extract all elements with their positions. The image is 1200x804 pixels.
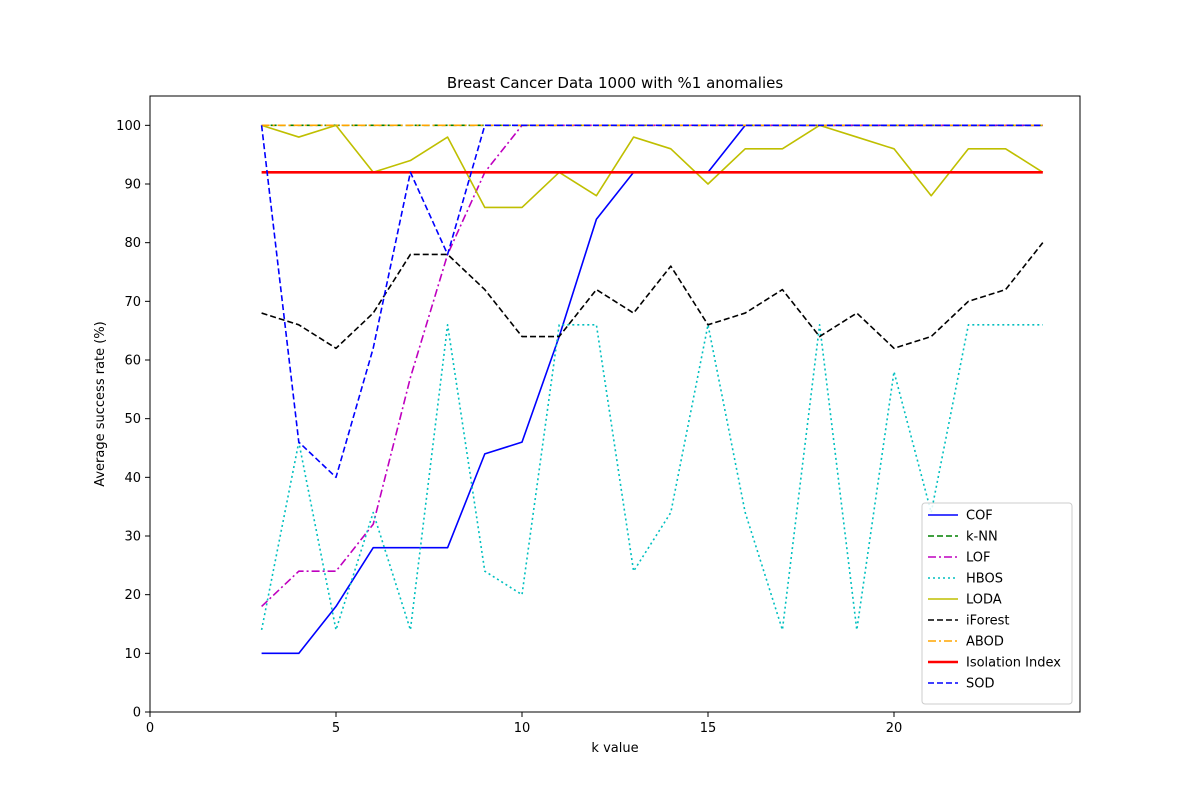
y-tick-label: 90 — [124, 178, 141, 193]
legend-label: COF — [966, 509, 993, 524]
legend-label: LOF — [966, 551, 991, 566]
legend-label: Isolation Index — [966, 656, 1061, 671]
series-line-iforest — [261, 242, 1044, 350]
y-tick-label: 20 — [124, 588, 141, 603]
y-tick-label: 70 — [124, 295, 141, 310]
legend-label: LODA — [966, 593, 1002, 608]
x-tick-label: 20 — [886, 721, 903, 736]
legend: COF k-NN LOF HBOS LODA iForest ABOD Isolation I… — [921, 502, 1073, 705]
y-tick-label: 60 — [124, 354, 141, 369]
axes-layer: 0 5 10 15 20 0 10 20 30 40 50 60 70 80 90 100 — [116, 95, 1081, 736]
series-line-hbos — [260, 323, 1043, 631]
legend-label: SOD — [966, 677, 995, 692]
legend-label: k-NN — [966, 530, 998, 545]
x-tick-label: 0 — [146, 721, 154, 736]
legend-label: HBOS — [966, 572, 1003, 587]
series-line-sod — [260, 124, 1043, 479]
chart-title: Breast Cancer Data 1000 with %1 anomalie… — [447, 74, 784, 92]
y-tick-label: 30 — [124, 530, 141, 545]
y-tick-label: 40 — [124, 471, 141, 486]
series-line-loda — [261, 124, 1044, 209]
legend-label: iForest — [966, 614, 1010, 629]
series-layer — [260, 124, 1044, 655]
x-tick-label: 10 — [514, 721, 531, 736]
y-tick-label: 0 — [133, 706, 141, 721]
plot-frame — [149, 95, 1081, 713]
y-tick-label: 80 — [124, 236, 141, 251]
x-tick-label: 15 — [700, 721, 717, 736]
x-axis-label: k value — [591, 741, 638, 756]
y-axis-label: Average success rate (%) — [93, 321, 108, 487]
legend-box — [921, 502, 1073, 705]
y-tick-label: 100 — [116, 119, 141, 134]
legend-label: ABOD — [966, 635, 1004, 650]
x-tick-label: 5 — [332, 721, 340, 736]
y-tick-label: 50 — [124, 412, 141, 427]
y-tick-label: 10 — [124, 647, 141, 662]
